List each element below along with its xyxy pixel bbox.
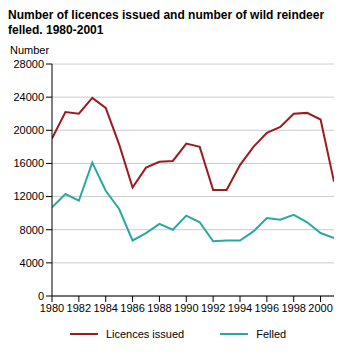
svg-text:1994: 1994: [228, 302, 252, 314]
svg-text:2000: 2000: [308, 302, 332, 314]
svg-text:1990: 1990: [174, 302, 198, 314]
svg-text:1988: 1988: [147, 302, 171, 314]
html-text:Number: Number: [10, 44, 50, 56]
html-text:Licences issued: Licences issued: [105, 328, 185, 340]
svg-text:8000: 8000: [20, 224, 44, 236]
svg-text:28000: 28000: [13, 58, 44, 70]
svg-text:1998: 1998: [281, 302, 305, 314]
html-text:Felled: Felled: [256, 328, 287, 340]
svg-text:1984: 1984: [93, 302, 117, 314]
svg-text:1996: 1996: [255, 302, 279, 314]
svg-text:0: 0: [38, 290, 44, 302]
svg-text:20000: 20000: [13, 124, 44, 136]
svg-text:24000: 24000: [13, 91, 44, 103]
svg-text:4000: 4000: [20, 257, 44, 269]
svg-text:1986: 1986: [120, 302, 144, 314]
svg-text:16000: 16000: [13, 157, 44, 169]
svg-text:1992: 1992: [201, 302, 225, 314]
html-text:Number of licences issued and: Number of licences issued and number of …: [8, 8, 325, 37]
svg-text:1982: 1982: [67, 302, 91, 314]
svg-text:1980: 1980: [40, 302, 64, 314]
svg-text:12000: 12000: [13, 190, 44, 202]
